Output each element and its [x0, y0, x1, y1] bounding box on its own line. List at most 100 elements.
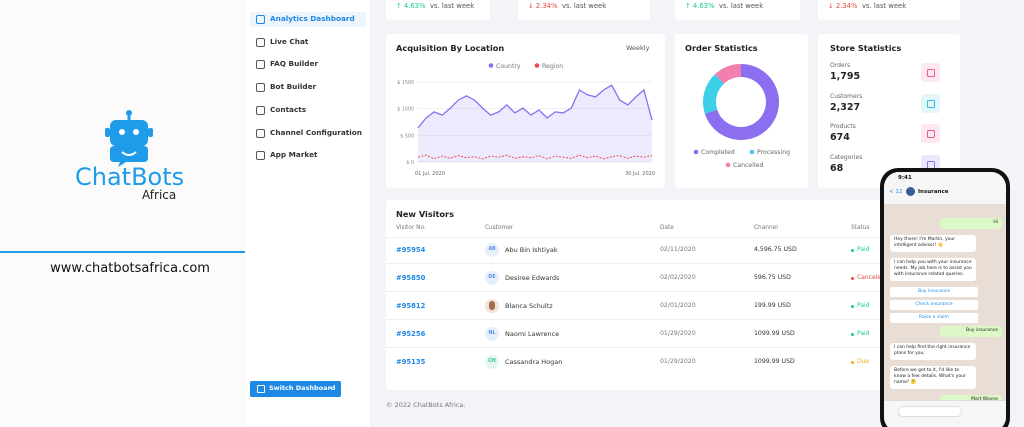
stat-value: 674 — [830, 132, 850, 143]
nav-icon — [256, 15, 265, 24]
avatar-initials: DE — [488, 275, 496, 280]
nav-icon — [256, 105, 265, 115]
stat-icon-glyph — [927, 99, 935, 108]
back-button[interactable]: < 12 — [889, 189, 903, 195]
stat-note: vs. last week — [719, 2, 764, 10]
area — [418, 85, 652, 162]
chart-title: Acquisition By Location — [396, 43, 505, 53]
bot-message: Before we get to it, I'd like to know a … — [890, 366, 976, 389]
row-divider — [386, 263, 1010, 264]
channel-amount: 199.99 USD — [754, 302, 791, 309]
legend-label: Region — [542, 63, 563, 70]
row-divider — [386, 291, 1010, 292]
column-header: Status — [851, 225, 870, 231]
column-header: Customer — [485, 225, 514, 231]
column-header: Channel — [754, 225, 778, 231]
nav-item[interactable]: Bot Builder — [250, 80, 366, 95]
nav-label: Analytics Dashboard — [270, 14, 355, 23]
nav-item[interactable]: Live Chat — [250, 35, 366, 50]
stat-card: ↑ 4.63% vs. last week — [675, 0, 800, 20]
brand-panel: ChatBots Africa www.chatbotsafrica.com — [0, 0, 246, 427]
button-icon — [257, 385, 265, 393]
brand-sub: Africa — [142, 188, 177, 202]
phone: 9:41 < 12 Insurance Hi Hey there! I'm Martin… — [880, 168, 1010, 427]
row-divider — [386, 347, 1010, 348]
nav-item[interactable]: FAQ Builder — [250, 57, 366, 72]
y-tick-label: $ 1000 — [397, 107, 414, 113]
status: Due — [857, 358, 870, 365]
customer-name: Naomi Lawrence — [505, 330, 560, 338]
legend-label: Processing — [757, 149, 790, 156]
stat-icon-glyph — [927, 130, 935, 138]
footer: © 2022 ChatBots Africa. — [386, 401, 466, 409]
stat-icon — [921, 93, 940, 113]
customer-name: Desiree Edwards — [505, 274, 560, 282]
avatar: DE — [485, 271, 499, 285]
nav-label: FAQ Builder — [270, 59, 319, 69]
avatar-photo — [489, 301, 495, 310]
donut-slice — [714, 64, 741, 84]
robot-logo — [105, 110, 153, 167]
visitor-id[interactable]: #95812 — [396, 302, 426, 310]
legend-swatch — [725, 162, 731, 168]
legend-label: Cancelled — [733, 162, 763, 169]
y-tick-label: $ 0 — [406, 160, 414, 166]
visit-date: 02/11/2020 — [660, 246, 696, 253]
quick-reply[interactable]: Buy insurance — [890, 287, 978, 297]
visit-date: 01/29/2020 — [660, 358, 696, 365]
stat-value: 2,327 — [830, 101, 861, 113]
customer-name: Cassandra Hogan — [505, 358, 563, 366]
nav-label: Contacts — [270, 104, 307, 114]
switch-dashboard-button[interactable]: Switch Dashboard › — [250, 381, 341, 397]
visitor-id[interactable]: #95135 — [396, 358, 426, 366]
chart-title: Order Statistics — [685, 43, 758, 53]
visitor-id[interactable]: #95850 — [396, 274, 426, 282]
phone-screen: 9:41 < 12 Insurance Hi Hey there! I'm Martin… — [884, 172, 1006, 427]
visitor-id[interactable]: #95256 — [396, 330, 426, 338]
x-tick-label: 30 Jul. 2020 — [625, 171, 655, 177]
status: Paid — [857, 302, 870, 309]
y-tick-label: $ 1500 — [397, 80, 414, 86]
nav-item[interactable]: Contacts — [250, 103, 366, 118]
channel-amount: 1099.99 USD — [754, 330, 795, 337]
status-dot — [851, 304, 854, 308]
nav-item[interactable]: App Market — [250, 148, 366, 163]
quick-reply[interactable]: Check insurance — [890, 300, 978, 310]
visitor-id[interactable]: #95954 — [396, 246, 426, 254]
nav-label: Live Chat — [270, 36, 309, 46]
legend-label: Completed — [701, 149, 735, 156]
visit-date: 01/29/2020 — [660, 330, 696, 337]
chat-header: 9:41 < 12 Insurance — [884, 172, 1006, 205]
nav-item[interactable]: Analytics Dashboard — [250, 12, 366, 27]
stat-icon-glyph — [927, 69, 935, 77]
stat-change: ↑ 4.63% — [396, 2, 426, 10]
stat-value: 1,795 — [830, 71, 861, 82]
period-dropdown[interactable]: Weekly — [626, 44, 650, 52]
legend-label: Country — [496, 63, 521, 70]
legend-swatch — [534, 63, 540, 68]
stat-icon — [921, 124, 940, 143]
avatar: NL — [485, 327, 499, 341]
stat-label: Orders — [830, 62, 851, 69]
status: Canceled — [857, 274, 885, 281]
brand-url: www.chatbotsafrica.com — [50, 261, 210, 276]
stat-note: vs. last week — [862, 2, 907, 10]
status-dot — [851, 360, 854, 364]
avatar — [485, 299, 499, 313]
sidebar — [246, 0, 371, 427]
bot-message: Hey there! I'm Martin, your intelligent … — [890, 235, 976, 252]
nav-icon — [256, 128, 265, 138]
stat-card: ↓ 2.34% vs. last week — [818, 0, 960, 20]
nav-item[interactable]: Channel Configuration — [250, 126, 366, 141]
message-input[interactable] — [898, 406, 962, 417]
quick-reply[interactable]: Raise a claim — [890, 313, 978, 323]
nav-icon — [256, 60, 265, 70]
nav-icon — [256, 151, 265, 161]
legend-swatch — [693, 149, 699, 155]
nav-icon — [256, 83, 265, 93]
status-dot — [851, 332, 854, 336]
avatar-initials: CH — [488, 359, 496, 364]
line-chart: $ 0 $ 500 $ 1000 $ 1500 01 Jul. 2020 30 Jul. … — [397, 63, 655, 177]
nav-label: Channel Configuration — [270, 127, 362, 137]
status: Paid — [857, 246, 870, 253]
